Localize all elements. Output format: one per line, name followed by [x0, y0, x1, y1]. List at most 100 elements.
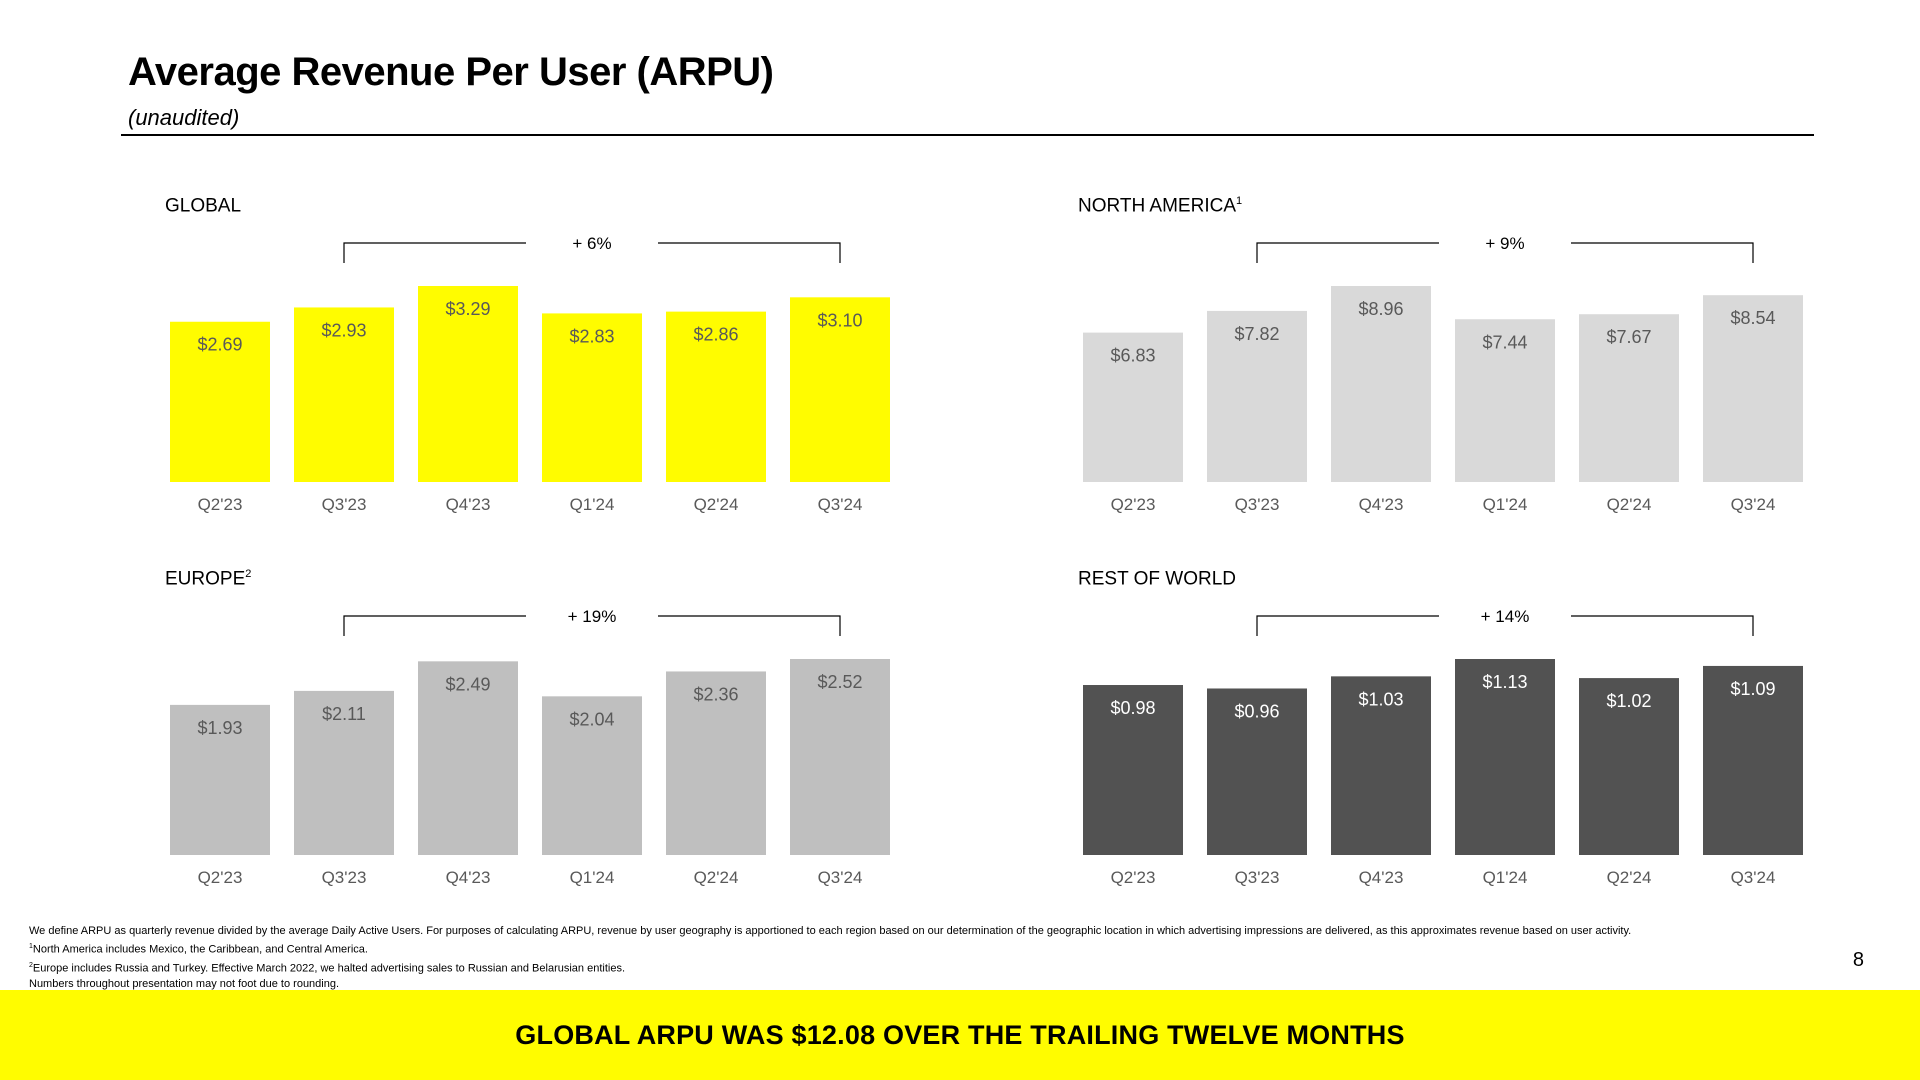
bar	[542, 696, 642, 855]
bar	[1331, 286, 1431, 482]
chart-north-america: NORTH AMERICA1 $6.83 Q2'23 $7.82 Q3'23 $8.96…	[1078, 195, 1838, 514]
x-tick-label: Q3'24	[818, 868, 863, 887]
bar-value-label: $2.11	[322, 704, 366, 724]
bar	[418, 661, 518, 855]
x-tick-label: Q1'24	[570, 868, 615, 887]
bar	[294, 690, 394, 855]
x-tick-label: Q3'24	[1731, 868, 1776, 887]
growth-bracket	[343, 615, 841, 636]
bar	[418, 286, 518, 482]
summary-banner-text: GLOBAL ARPU WAS $12.08 OVER THE TRAILING…	[515, 1019, 1405, 1050]
bar	[1703, 295, 1803, 482]
bar	[542, 313, 642, 482]
bar-value-label: $1.93	[197, 718, 242, 738]
chart-rest-of-world: REST OF WORLD $0.98 Q2'23 $0.96 Q3'23 $1.03 Q…	[1078, 568, 1838, 887]
chart-europe-plot: $1.93 Q2'23 $2.11 Q3'23 $2.49 Q4'23 $2.04 Q1'24…	[170, 607, 890, 887]
chart-rest-of-world-plot: $0.98 Q2'23 $0.96 Q3'23 $1.03 Q4'23 $1.13 Q1'24…	[1083, 607, 1803, 887]
bar	[170, 704, 270, 855]
x-tick-label: Q2'23	[1111, 868, 1156, 887]
x-tick-label: Q3'24	[818, 495, 863, 514]
title-divider	[121, 134, 1814, 136]
bar	[1083, 332, 1183, 482]
bar	[1579, 314, 1679, 482]
x-tick-label: Q4'23	[446, 495, 491, 514]
bar	[666, 311, 766, 482]
bar	[1455, 659, 1555, 855]
bar	[1207, 688, 1307, 855]
chart-global-plot: $2.69 Q2'23 $2.93 Q3'23 $3.29 Q4'23 $2.83 Q1'24…	[170, 234, 890, 514]
x-tick-label: Q3'23	[322, 495, 367, 514]
bar-value-label: $0.98	[1110, 698, 1155, 718]
x-tick-label: Q1'24	[1483, 868, 1528, 887]
x-tick-label: Q2'23	[198, 868, 243, 887]
x-tick-label: Q3'23	[1235, 495, 1280, 514]
bar	[1083, 685, 1183, 855]
growth-bracket	[1256, 615, 1754, 636]
growth-label: + 14%	[1481, 607, 1530, 626]
bar	[1207, 310, 1307, 482]
bar-value-label: $8.54	[1730, 308, 1775, 328]
bar-value-label: $0.96	[1234, 701, 1279, 721]
footnote-1: 1North America includes Mexico, the Cari…	[29, 943, 368, 956]
bar-value-label: $6.83	[1110, 346, 1155, 366]
x-tick-label: Q2'24	[694, 868, 739, 887]
chart-title-europe: EUROPE2	[165, 568, 252, 590]
bar	[790, 297, 890, 482]
bar-value-label: $2.86	[693, 325, 738, 345]
page-title: Average Revenue Per User (ARPU)	[128, 50, 774, 94]
footnotes: We define ARPU as quarterly revenue divi…	[29, 923, 1909, 992]
bar-value-label: $7.44	[1482, 332, 1527, 352]
summary-banner: GLOBAL ARPU WAS $12.08 OVER THE TRAILING…	[0, 990, 1920, 1080]
x-tick-label: Q2'24	[1607, 495, 1652, 514]
bar-value-label: $2.69	[197, 335, 242, 355]
bar-value-label: $2.04	[569, 709, 614, 729]
page-subtitle: (unaudited)	[128, 105, 240, 130]
bar-value-label: $8.96	[1358, 299, 1403, 319]
bar	[1455, 319, 1555, 482]
bar-value-label: $2.83	[569, 326, 614, 346]
bar-value-label: $2.52	[817, 672, 862, 692]
bar	[1579, 678, 1679, 855]
bar	[1703, 665, 1803, 855]
footnote-2: 2Europe includes Russia and Turkey. Effe…	[29, 961, 625, 975]
growth-label: + 9%	[1485, 234, 1524, 253]
growth-bracket	[1256, 242, 1754, 263]
chart-north-america-plot: $6.83 Q2'23 $7.82 Q3'23 $8.96 Q4'23 $7.44 Q1'24…	[1083, 234, 1803, 514]
bar-value-label: $2.36	[693, 684, 738, 704]
bar-value-label: $7.82	[1234, 324, 1279, 344]
x-tick-label: Q4'23	[1359, 868, 1404, 887]
growth-bracket	[343, 242, 841, 263]
bar-value-label: $2.49	[445, 674, 490, 694]
bar-value-label: $1.03	[1358, 689, 1403, 709]
bar	[790, 659, 890, 855]
bar-value-label: $3.10	[817, 310, 862, 330]
x-tick-label: Q2'24	[1607, 868, 1652, 887]
footnote-rounding: Numbers throughout presentation may not …	[29, 978, 340, 991]
chart-title-north-america: NORTH AMERICA1	[1078, 195, 1243, 217]
x-tick-label: Q3'24	[1731, 495, 1776, 514]
chart-title-rest-of-world: REST OF WORLD	[1078, 568, 1236, 590]
bar-value-label: $1.02	[1606, 691, 1651, 711]
chart-europe: EUROPE2 $1.93 Q2'23 $2.11 Q3'23 $2.49 Q4'23 $2…	[165, 568, 925, 887]
x-tick-label: Q2'23	[1111, 495, 1156, 514]
bar-value-label: $1.13	[1482, 672, 1527, 692]
chart-title-global: GLOBAL	[165, 195, 242, 217]
x-tick-label: Q1'24	[1483, 495, 1528, 514]
bar	[294, 307, 394, 482]
bar-value-label: $3.29	[445, 299, 490, 319]
page-number: 8	[1852, 949, 1864, 971]
bar-value-label: $1.09	[1730, 679, 1775, 699]
x-tick-label: Q1'24	[570, 495, 615, 514]
x-tick-label: Q4'23	[446, 868, 491, 887]
chart-global: GLOBAL $2.69 Q2'23 $2.93 Q3'23 $3.29 Q4'23 $2.…	[165, 195, 925, 514]
growth-label: + 6%	[572, 234, 611, 253]
x-tick-label: Q3'23	[1235, 868, 1280, 887]
footnote-definition: We define ARPU as quarterly revenue divi…	[29, 925, 1632, 937]
x-tick-label: Q2'23	[198, 495, 243, 514]
x-tick-label: Q2'24	[694, 495, 739, 514]
bar-value-label: $7.67	[1606, 327, 1651, 347]
bar	[666, 671, 766, 855]
x-tick-label: Q4'23	[1359, 495, 1404, 514]
bar	[170, 321, 270, 482]
bar	[1331, 676, 1431, 855]
